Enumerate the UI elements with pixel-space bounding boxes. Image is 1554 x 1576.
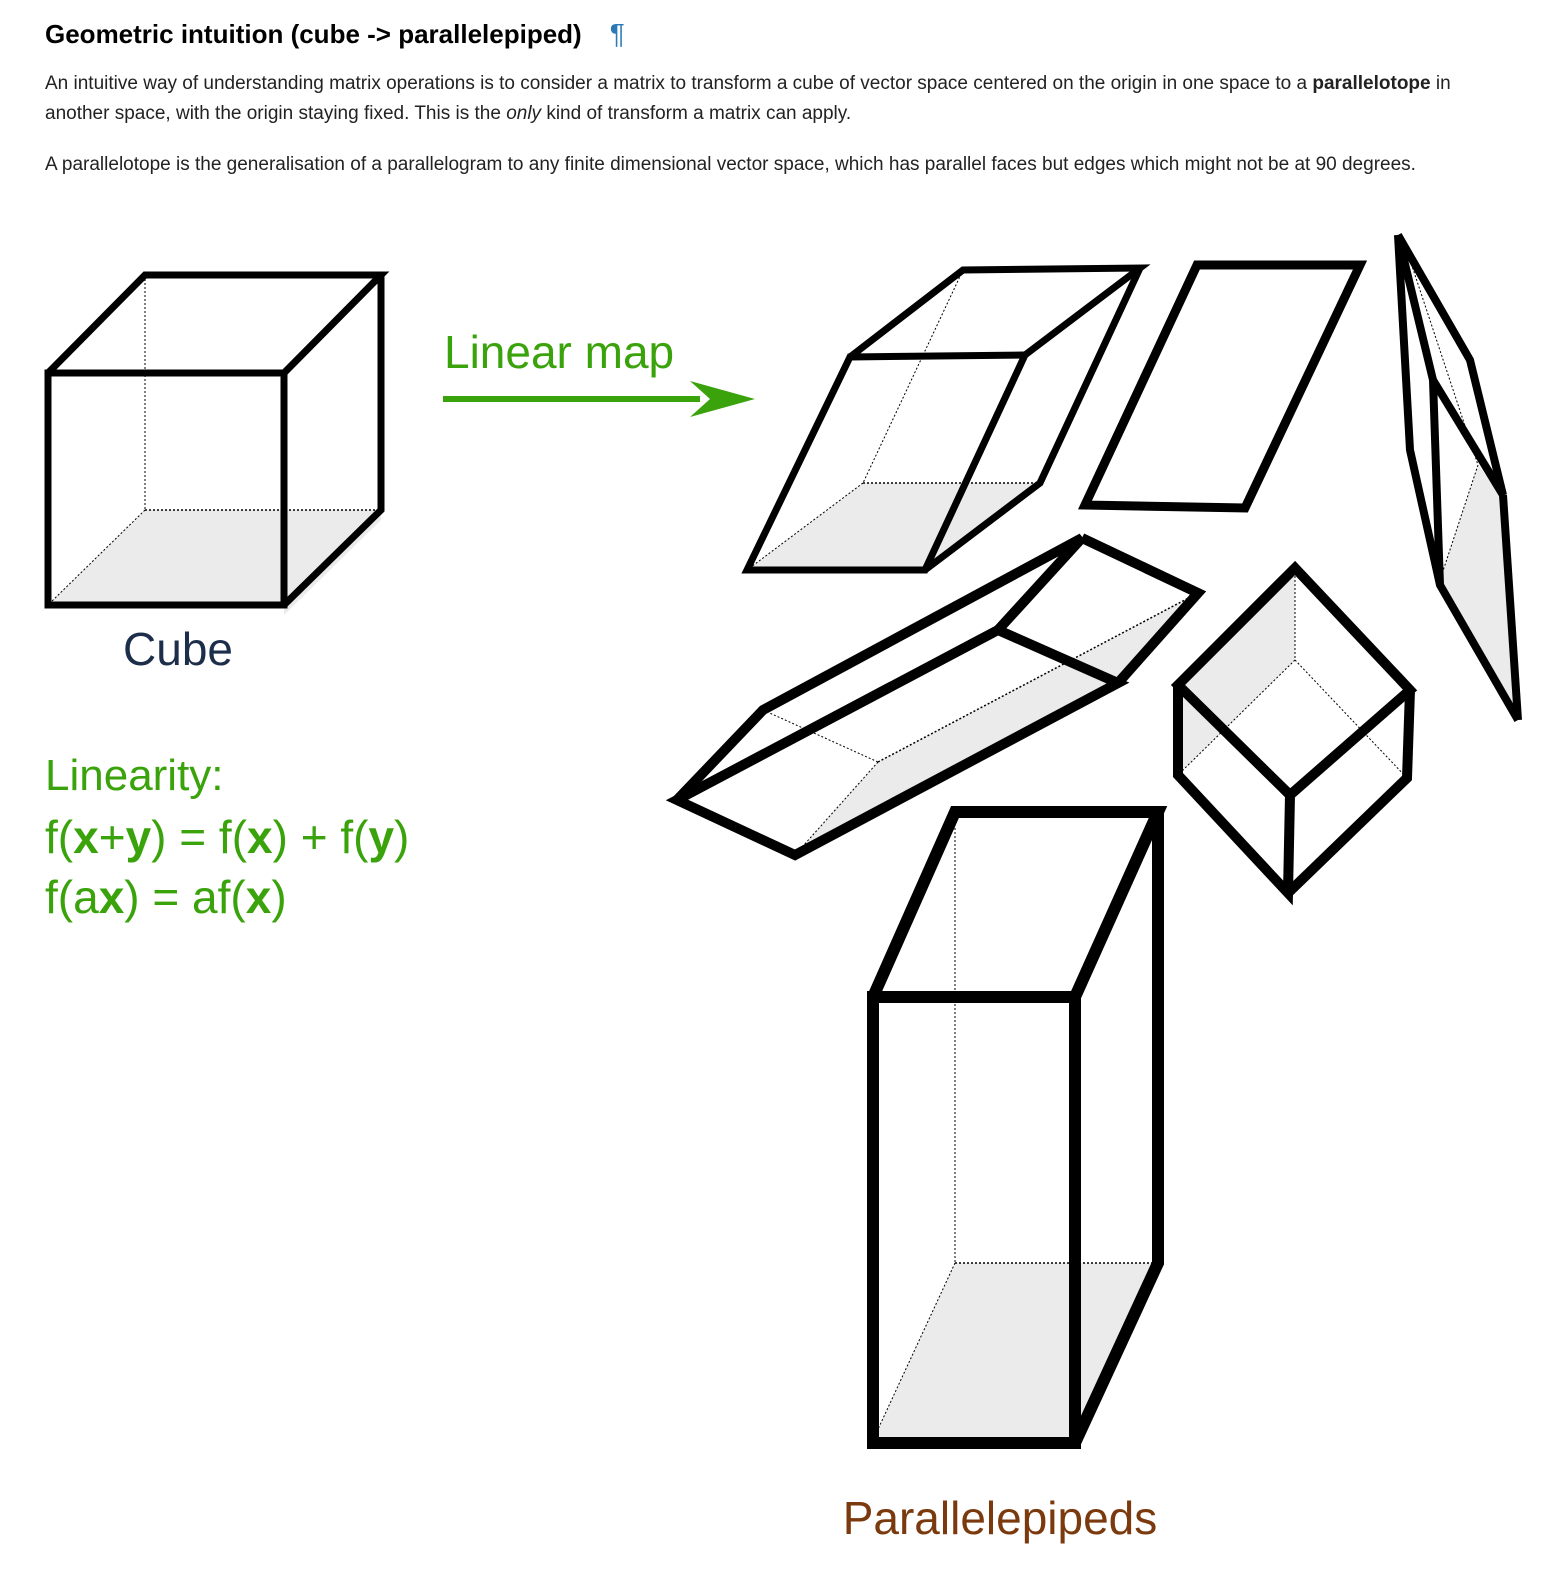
additivity-formula: f(x+y) = f(x) + f(y) (45, 811, 409, 863)
formula_2-segment: f(a (45, 871, 99, 923)
formula_2-segment: x (99, 871, 125, 923)
emphasis-only: only (506, 103, 542, 124)
formula_1-segment: ) = f( (151, 811, 248, 863)
paragraph-intro-part-5: kind of transform a matrix can apply. (541, 103, 852, 124)
cube-to-parallelepiped-figure: Cube Linear map Linearity: f(x+y) = f(x)… (44, 233, 1522, 1544)
cube-right-face (281, 275, 385, 608)
permalink-pilcrow-icon[interactable]: ¶ (609, 18, 625, 49)
paragraph-definition-text: A parallelotope is the generalisation of… (45, 154, 1416, 175)
heading-text: Geometric intuition (cube -> parallelepi… (45, 19, 582, 49)
parallelepiped-tall (867, 806, 1168, 1449)
formula_1-segment: ) + f( (273, 811, 370, 863)
formula_1-segment: ) (394, 811, 409, 863)
parallelepipeds-label: Parallelepipeds (843, 1492, 1158, 1544)
linearity-title: Linearity: (45, 751, 224, 800)
section-heading: Geometric intuition (cube -> parallelepi… (45, 18, 625, 50)
paragraph-definition: A parallelotope is the generalisation of… (45, 150, 1485, 180)
cube-hidden-edge (47, 509, 146, 606)
homogeneity-formula: f(ax) = af(x) (45, 871, 287, 923)
paragraph-intro: An intuitive way of understanding matrix… (45, 69, 1485, 129)
parallelepiped-rotated-cube (1170, 560, 1418, 906)
cube-top-face (45, 271, 390, 376)
cube-bottom-face (48, 510, 381, 605)
linear-map-label: Linear map (444, 326, 674, 378)
formula_1-segment: y (126, 811, 152, 863)
formula_2-segment: ) = af( (124, 871, 246, 923)
formula_1-segment: f( (45, 811, 74, 863)
formula_1-segment: x (247, 811, 273, 863)
cube-label: Cube (123, 623, 233, 675)
parallelepiped-slanted (741, 264, 1151, 574)
parallelepiped-long (665, 533, 1207, 861)
linear-map-arrow (443, 381, 755, 417)
term-parallelotope: parallelotope (1312, 73, 1431, 94)
parallelepiped-thin (1394, 233, 1522, 723)
formula_1-segment: x (73, 811, 99, 863)
formula_2-segment: x (246, 871, 272, 923)
formula_1-segment: y (368, 811, 394, 863)
formula_1-segment: + (99, 811, 126, 863)
paragraph-intro-part-3: in another space, with the origin stayin… (45, 73, 1451, 124)
paragraph-intro-part-1: An intuitive way of understanding matrix… (45, 73, 1313, 94)
formula_2-segment: ) (271, 871, 286, 923)
cube-diagram (44, 271, 390, 615)
parallelepiped-flat (1077, 260, 1368, 513)
